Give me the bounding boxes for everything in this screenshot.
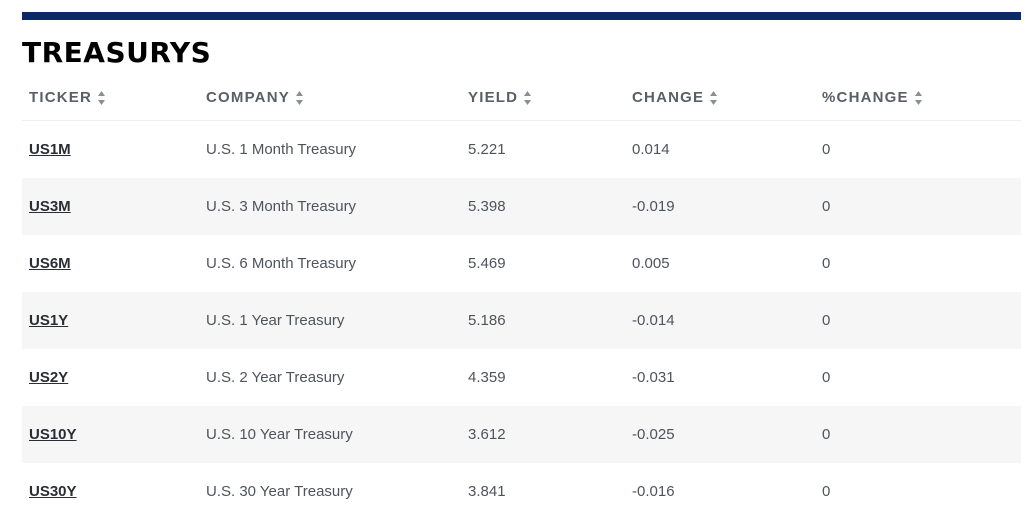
column-header-company[interactable]: COMPANY bbox=[205, 74, 467, 121]
sort-icon[interactable] bbox=[295, 90, 303, 105]
change-cell: -0.016 bbox=[632, 483, 675, 500]
column-header-label: CHANGE bbox=[632, 88, 705, 106]
yield-cell: 5.221 bbox=[468, 141, 506, 158]
column-header-label: %CHANGE bbox=[822, 88, 909, 106]
column-header-label: COMPANY bbox=[206, 88, 290, 106]
table-header-row: TICKER COMPANY YIELD CHANGE %CHANGE bbox=[22, 74, 1021, 121]
ticker-cell: US1Y bbox=[22, 292, 205, 349]
pct-change-cell: 0 bbox=[822, 255, 831, 272]
pct-change-cell: 0 bbox=[821, 406, 1021, 463]
ticker-cell: US1M bbox=[22, 121, 205, 179]
company-cell: U.S. 30 Year Treasury bbox=[206, 483, 353, 500]
column-header-label: TICKER bbox=[29, 88, 93, 106]
table-row: US10Y U.S. 10 Year Treasury 3.612 -0.025… bbox=[22, 406, 1021, 463]
table-row: US1M U.S. 1 Month Treasury 5.221 0.014 0 bbox=[22, 121, 1021, 179]
table-row: US30Y U.S. 30 Year Treasury 3.841 -0.016… bbox=[22, 463, 1021, 520]
change-cell: 0.014 bbox=[632, 141, 670, 158]
section-title: TREASURYS bbox=[22, 36, 212, 69]
treasury-table: TICKER COMPANY YIELD CHANGE %CHANGE US1M bbox=[22, 74, 1021, 520]
pct-change-cell: 0 bbox=[822, 369, 831, 386]
sort-icon[interactable] bbox=[914, 90, 922, 105]
company-cell: U.S. 10 Year Treasury bbox=[205, 406, 467, 463]
ticker-link[interactable]: US1Y bbox=[29, 312, 69, 329]
yield-cell: 3.841 bbox=[468, 483, 506, 500]
yield-cell: 4.359 bbox=[468, 369, 506, 386]
sort-icon[interactable] bbox=[710, 90, 718, 105]
ticker-link[interactable]: US30Y bbox=[29, 483, 77, 500]
column-header-ticker[interactable]: TICKER bbox=[22, 74, 205, 121]
table-row: US1Y U.S. 1 Year Treasury 5.186 -0.014 0 bbox=[22, 292, 1021, 349]
ticker-link[interactable]: US10Y bbox=[29, 426, 77, 443]
ticker-link[interactable]: US1M bbox=[29, 141, 71, 158]
column-header-yield[interactable]: YIELD bbox=[467, 74, 631, 121]
change-cell: -0.031 bbox=[632, 369, 675, 386]
column-header-change[interactable]: CHANGE bbox=[631, 74, 821, 121]
ticker-cell: US10Y bbox=[22, 406, 205, 463]
pct-change-cell: 0 bbox=[821, 178, 1021, 235]
change-cell: 0.005 bbox=[632, 255, 670, 272]
yield-cell: 3.612 bbox=[467, 406, 631, 463]
ticker-cell: US2Y bbox=[22, 349, 205, 406]
treasurys-widget: TREASURYS TICKER COMPANY YIELD CHANGE bbox=[22, 12, 1021, 520]
change-cell: -0.025 bbox=[631, 406, 821, 463]
column-header-label: YIELD bbox=[468, 88, 519, 106]
ticker-link[interactable]: US3M bbox=[29, 198, 71, 215]
change-cell: -0.019 bbox=[631, 178, 821, 235]
ticker-link[interactable]: US2Y bbox=[29, 369, 69, 386]
ticker-cell: US6M bbox=[22, 235, 205, 292]
company-cell: U.S. 6 Month Treasury bbox=[206, 255, 357, 272]
table-row: US6M U.S. 6 Month Treasury 5.469 0.005 0 bbox=[22, 235, 1021, 292]
ticker-cell: US3M bbox=[22, 178, 205, 235]
column-header-pct-change[interactable]: %CHANGE bbox=[821, 74, 1021, 121]
sort-icon[interactable] bbox=[524, 90, 532, 105]
table-row: US2Y U.S. 2 Year Treasury 4.359 -0.031 0 bbox=[22, 349, 1021, 406]
pct-change-cell: 0 bbox=[822, 483, 831, 500]
yield-cell: 5.186 bbox=[467, 292, 631, 349]
top-accent-bar bbox=[22, 12, 1021, 20]
pct-change-cell: 0 bbox=[822, 141, 831, 158]
company-cell: U.S. 1 Year Treasury bbox=[205, 292, 467, 349]
ticker-link[interactable]: US6M bbox=[29, 255, 71, 272]
company-cell: U.S. 1 Month Treasury bbox=[206, 141, 357, 158]
table-row: US3M U.S. 3 Month Treasury 5.398 -0.019 … bbox=[22, 178, 1021, 235]
ticker-cell: US30Y bbox=[22, 463, 205, 520]
change-cell: -0.014 bbox=[631, 292, 821, 349]
sort-icon[interactable] bbox=[98, 90, 106, 105]
yield-cell: 5.469 bbox=[468, 255, 506, 272]
company-cell: U.S. 2 Year Treasury bbox=[206, 369, 345, 386]
company-cell: U.S. 3 Month Treasury bbox=[205, 178, 467, 235]
pct-change-cell: 0 bbox=[821, 292, 1021, 349]
yield-cell: 5.398 bbox=[467, 178, 631, 235]
